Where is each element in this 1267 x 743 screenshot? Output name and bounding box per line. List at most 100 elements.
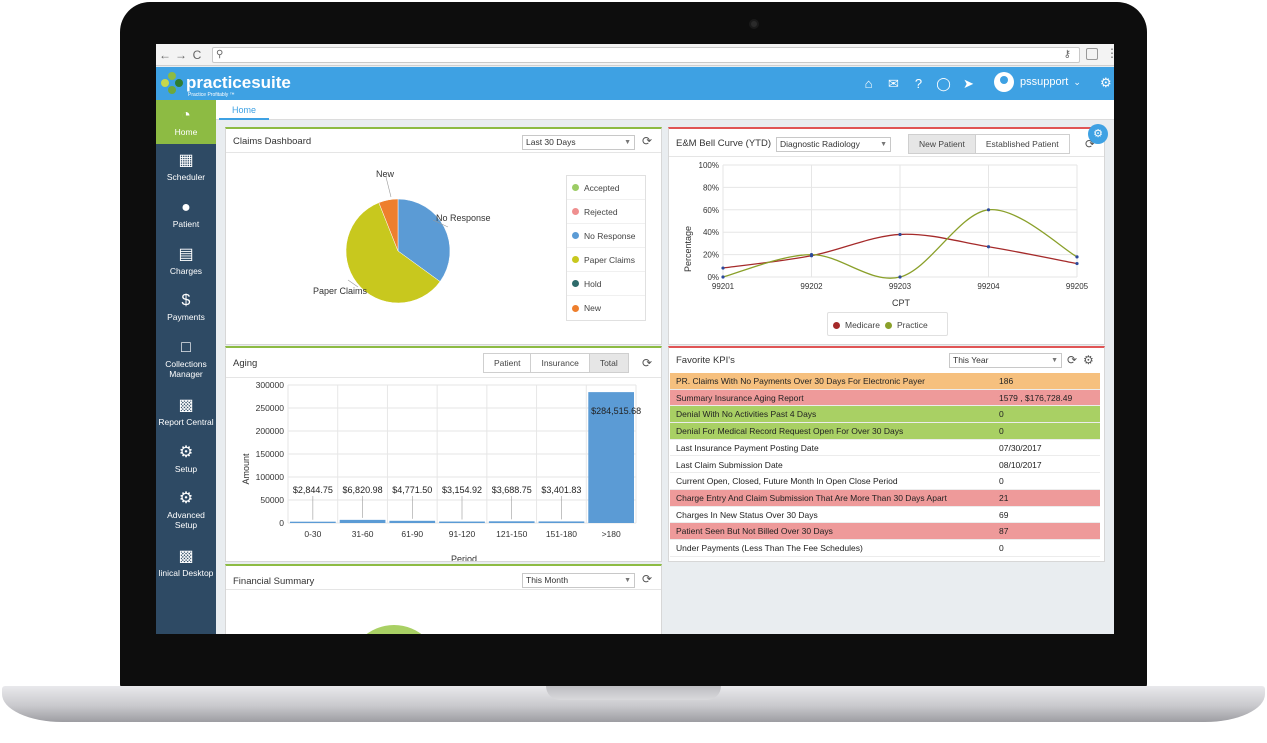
- claims-dashboard-panel: Claims Dashboard Last 30 Days ▼ ⟳ New No …: [225, 127, 662, 345]
- data-point[interactable]: [809, 253, 814, 257]
- sidebar-item-setup[interactable]: ⚙ Setup: [156, 444, 216, 474]
- sidebar-item-label: Scheduler: [166, 172, 206, 182]
- pie-slice-no-response[interactable]: [397, 198, 451, 282]
- data-point[interactable]: [721, 275, 725, 279]
- claims-range-select[interactable]: Last 30 Days ▼: [522, 135, 635, 150]
- sidebar-item-patient[interactable]: ● Patient: [156, 199, 216, 229]
- address-bar[interactable]: ⚲ ⚷: [212, 47, 1080, 63]
- data-point[interactable]: [721, 266, 725, 270]
- data-point[interactable]: [986, 245, 991, 249]
- data-point[interactable]: [986, 208, 991, 212]
- toggle-insurance[interactable]: Insurance: [531, 354, 590, 372]
- tab-home[interactable]: Home: [219, 100, 269, 120]
- sidebar-item-scheduler[interactable]: ▦ Scheduler: [156, 152, 216, 182]
- kpi-value: 186: [999, 376, 1014, 386]
- chat-icon[interactable]: ◯: [936, 76, 951, 91]
- legend-no-response[interactable]: No Response: [567, 224, 645, 248]
- rocket-icon[interactable]: ➤: [963, 76, 974, 91]
- data-point[interactable]: [1075, 261, 1079, 266]
- legend-paper-claims[interactable]: Paper Claims: [567, 248, 645, 272]
- legend-practice[interactable]: Practice: [880, 313, 928, 337]
- sidebar-item-advanced-setup[interactable]: ⚙ Advanced Setup: [156, 490, 216, 530]
- kpi-range-select[interactable]: This Year ▼: [949, 353, 1062, 368]
- kpi-row[interactable]: Charges In New Status Over 30 Days 69: [670, 506, 1100, 524]
- kpi-row[interactable]: Patient Seen But Not Billed Over 30 Days…: [670, 523, 1100, 540]
- bar-31-60[interactable]: [339, 519, 386, 523]
- sidebar-item-payments[interactable]: $ Payments: [156, 292, 216, 322]
- sidebar-item-collections-manager[interactable]: □ Collections Manager: [156, 339, 216, 379]
- kpi-row[interactable]: Under Payments (Less Than The Fee Schedu…: [670, 540, 1100, 557]
- pie-slice-new[interactable]: [378, 198, 399, 252]
- refresh-icon[interactable]: ⟳: [1067, 353, 1078, 367]
- y-tick-label: 50000: [260, 495, 284, 505]
- chevron-down-icon: ▼: [624, 139, 631, 146]
- chevron-down-icon: ▼: [624, 577, 631, 584]
- toggle-established-patient[interactable]: Established Patient: [975, 135, 1069, 153]
- sidebar-item-label: Charges: [169, 266, 203, 276]
- legend-accepted[interactable]: Accepted: [567, 176, 645, 200]
- back-icon[interactable]: ←: [159, 47, 171, 62]
- x-tick-label: 151-180: [546, 529, 577, 539]
- toggle-new-patient[interactable]: New Patient: [909, 135, 976, 153]
- reload-icon[interactable]: C: [192, 47, 202, 62]
- sidebar-item-clinical-desktop[interactable]: ▩ linical Desktop: [156, 548, 216, 578]
- data-point[interactable]: [898, 275, 902, 279]
- kpi-row[interactable]: Last Insurance Payment Posting Date 07/30…: [670, 439, 1100, 457]
- kpi-row[interactable]: Last Claim Submission Date 08/10/2017: [670, 456, 1100, 474]
- toggle-patient[interactable]: Patient: [484, 354, 532, 372]
- refresh-icon[interactable]: ⟳: [642, 134, 653, 148]
- user-menu[interactable]: pssupport ⌄: [994, 72, 1081, 92]
- legend-hold[interactable]: Hold: [567, 272, 645, 296]
- gear-icon: ⚙: [178, 444, 194, 461]
- x-tick-label: 91-120: [449, 529, 476, 539]
- key-icon[interactable]: ⚷: [1063, 49, 1071, 60]
- pie-slice-paper-claims[interactable]: [345, 202, 441, 304]
- sidebar-item-report-central[interactable]: ▩ Report Central: [156, 397, 216, 427]
- data-point[interactable]: [898, 232, 902, 237]
- kpi-row[interactable]: Denial For Medical Record Request Open F…: [670, 423, 1100, 440]
- specialty-select[interactable]: Diagnostic Radiology ▼: [776, 137, 891, 152]
- menu-dots-icon[interactable]: ⋮: [1106, 46, 1114, 60]
- legend-rejected[interactable]: Rejected: [567, 200, 645, 224]
- refresh-icon[interactable]: ⟳: [1085, 137, 1096, 151]
- data-point[interactable]: [1075, 255, 1079, 259]
- sidebar-item-home[interactable]: ◔ Home: [156, 100, 216, 144]
- legend-medicare[interactable]: Medicare: [828, 313, 880, 337]
- settings-icon[interactable]: ⚙: [1083, 353, 1094, 367]
- bar->180[interactable]: [588, 392, 634, 523]
- financial-range-select[interactable]: This Month ▼: [522, 573, 635, 588]
- x-tick-label: 99204: [977, 282, 1000, 291]
- legend-new[interactable]: New: [567, 296, 645, 320]
- kpi-value: 1579 , $176,728.49: [999, 392, 1073, 403]
- legend-dot: [572, 184, 579, 191]
- kpi-row[interactable]: Current Open, Closed, Future Month In Op…: [670, 473, 1100, 490]
- kpi-label: Denial For Medical Record Request Open F…: [676, 426, 904, 437]
- home-icon[interactable]: ⌂: [864, 76, 873, 91]
- kpi-row[interactable]: Summary Insurance Aging Report 1579 , $17…: [670, 389, 1100, 407]
- legend-label: No Response: [584, 230, 636, 241]
- brand-logo[interactable]: practicesuite Practice Profitably ™: [161, 72, 291, 98]
- refresh-icon[interactable]: ⟳: [642, 356, 653, 370]
- bar-61-90[interactable]: [389, 520, 436, 523]
- forward-icon[interactable]: →: [175, 47, 187, 62]
- bar-121-150[interactable]: [488, 521, 535, 523]
- help-icon[interactable]: ?: [914, 76, 923, 91]
- bar-91-120[interactable]: [439, 521, 485, 523]
- bar-0-30[interactable]: [290, 521, 336, 523]
- toggle-total[interactable]: Total: [589, 354, 628, 372]
- kpi-row[interactable]: PR. Claims With No Payments Over 30 Days…: [670, 373, 1100, 390]
- kpi-row[interactable]: Denial With No Activities Past 4 Days 0: [670, 406, 1100, 424]
- mail-icon[interactable]: ✉: [888, 76, 899, 91]
- claims-pie-chart: New No Response Paper Claims: [313, 169, 491, 304]
- bar-151-180[interactable]: [538, 521, 585, 523]
- sidebar-item-label: linical Desktop: [158, 568, 214, 578]
- webcam-icon: [749, 19, 759, 29]
- extension-icon[interactable]: [1086, 48, 1098, 60]
- settings-gear-icon[interactable]: ⚙: [1100, 75, 1112, 90]
- sidebar-item-charges[interactable]: ▤ Charges: [156, 246, 216, 276]
- panel-header: Favorite KPI's This Year ▼ ⟳ ⚙: [669, 348, 1104, 372]
- refresh-icon[interactable]: ⟳: [642, 572, 653, 586]
- customize-gear-icon[interactable]: ⚙: [1088, 124, 1108, 144]
- y-axis-label: Amount: [241, 453, 251, 485]
- kpi-row[interactable]: Charge Entry And Claim Submission That A…: [670, 489, 1100, 507]
